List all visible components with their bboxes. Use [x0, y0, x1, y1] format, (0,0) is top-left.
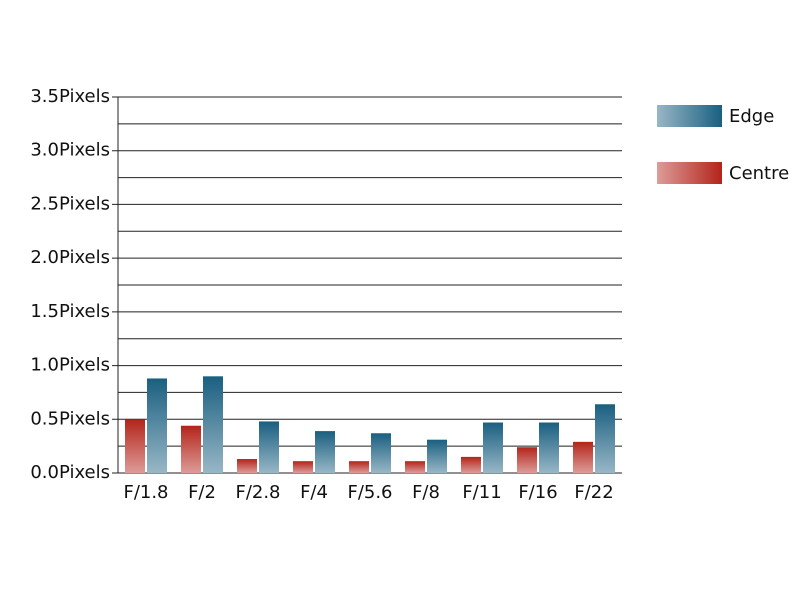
y-tick-label: 2.0Pixels: [30, 247, 110, 268]
bar: [125, 419, 145, 473]
bar: [517, 447, 537, 473]
bar: [573, 441, 593, 473]
x-tick-label: F/1.8: [123, 482, 168, 503]
legend-swatch: [657, 105, 722, 127]
y-tick-label: 1.0Pixels: [30, 355, 110, 376]
y-tick-label: 2.5Pixels: [30, 193, 110, 214]
x-tick-label: F/2: [188, 482, 216, 503]
bar: [181, 425, 201, 473]
bar: [259, 421, 279, 473]
bar: [147, 378, 167, 473]
bar: [483, 422, 503, 473]
y-tick-label: 3.5Pixels: [30, 86, 110, 107]
bar: [237, 459, 257, 473]
legend-swatch: [657, 162, 722, 184]
bar: [427, 439, 447, 473]
bar: [349, 461, 369, 473]
bar: [595, 404, 615, 473]
bar: [293, 461, 313, 473]
x-tick-label: F/5.6: [347, 482, 392, 503]
bar: [203, 376, 223, 473]
y-tick-label: 0.5Pixels: [30, 408, 110, 429]
x-tick-label: F/8: [412, 482, 440, 503]
y-tick-label: 0.0Pixels: [30, 462, 110, 483]
x-tick-label: F/22: [574, 482, 613, 503]
bar: [405, 461, 425, 473]
y-tick-label: 1.5Pixels: [30, 301, 110, 322]
bar: [315, 431, 335, 473]
bar: [461, 456, 481, 473]
legend-label: Centre: [729, 163, 789, 184]
x-tick-label: F/11: [462, 482, 501, 503]
x-tick-label: F/4: [300, 482, 328, 503]
bar: [539, 422, 559, 473]
x-tick-label: F/16: [518, 482, 557, 503]
x-tick-label: F/2.8: [235, 482, 280, 503]
y-tick-label: 3.0Pixels: [30, 140, 110, 161]
legend-label: Edge: [729, 106, 774, 127]
bar: [371, 433, 391, 473]
